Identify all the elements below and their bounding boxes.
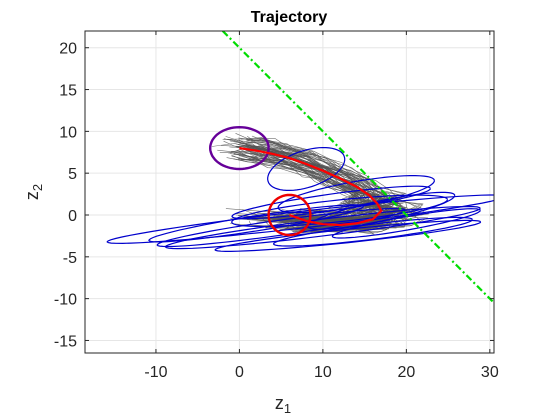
plot-area [85,31,494,353]
trajectory-line [230,153,400,233]
mean-path-line [239,147,383,227]
axes: -10 0 10 20 30 -15 -10 -5 0 5 10 15 20 [54,30,499,381]
covariance-ellipse [231,185,431,220]
y-tick-label: 10 [59,124,77,141]
regions [208,125,312,237]
y-tick-label: -5 [63,250,77,267]
x-tick-label: 30 [481,364,499,381]
x-axis-label-base: z [275,393,284,413]
y-axis-label: z2 [22,184,45,200]
covariance-ellipse [267,147,346,191]
start-region-ellipse [208,125,270,171]
y-tick-label: -15 [54,333,77,350]
boundary-line [221,31,494,304]
grid-lines [85,31,494,353]
paths [221,31,494,304]
covariance-ellipse [331,208,481,239]
y-tick-label: 5 [68,166,77,183]
y-tick-label: 20 [59,41,77,58]
x-axis-label: z1 [275,393,291,416]
x-tick-label: -10 [144,364,167,381]
x-tick-label: 20 [397,364,415,381]
y-tick-label: 0 [68,208,77,225]
y-axis-label-sub: 2 [30,184,45,191]
y-tick-label: -10 [54,292,77,309]
target-region-ellipse [267,193,312,237]
y-axis-label-base: z [22,191,42,200]
trajectory-line [240,137,409,222]
chart-title: Trajectory [251,9,328,26]
x-axis-label-sub: 1 [284,401,291,416]
y-tick-label: 15 [59,83,77,100]
trajectory-line [224,138,365,225]
x-tick-label: 10 [314,364,332,381]
x-tick-label: 0 [235,364,244,381]
covariance-ellipse [272,216,473,247]
axes-box [84,30,495,354]
